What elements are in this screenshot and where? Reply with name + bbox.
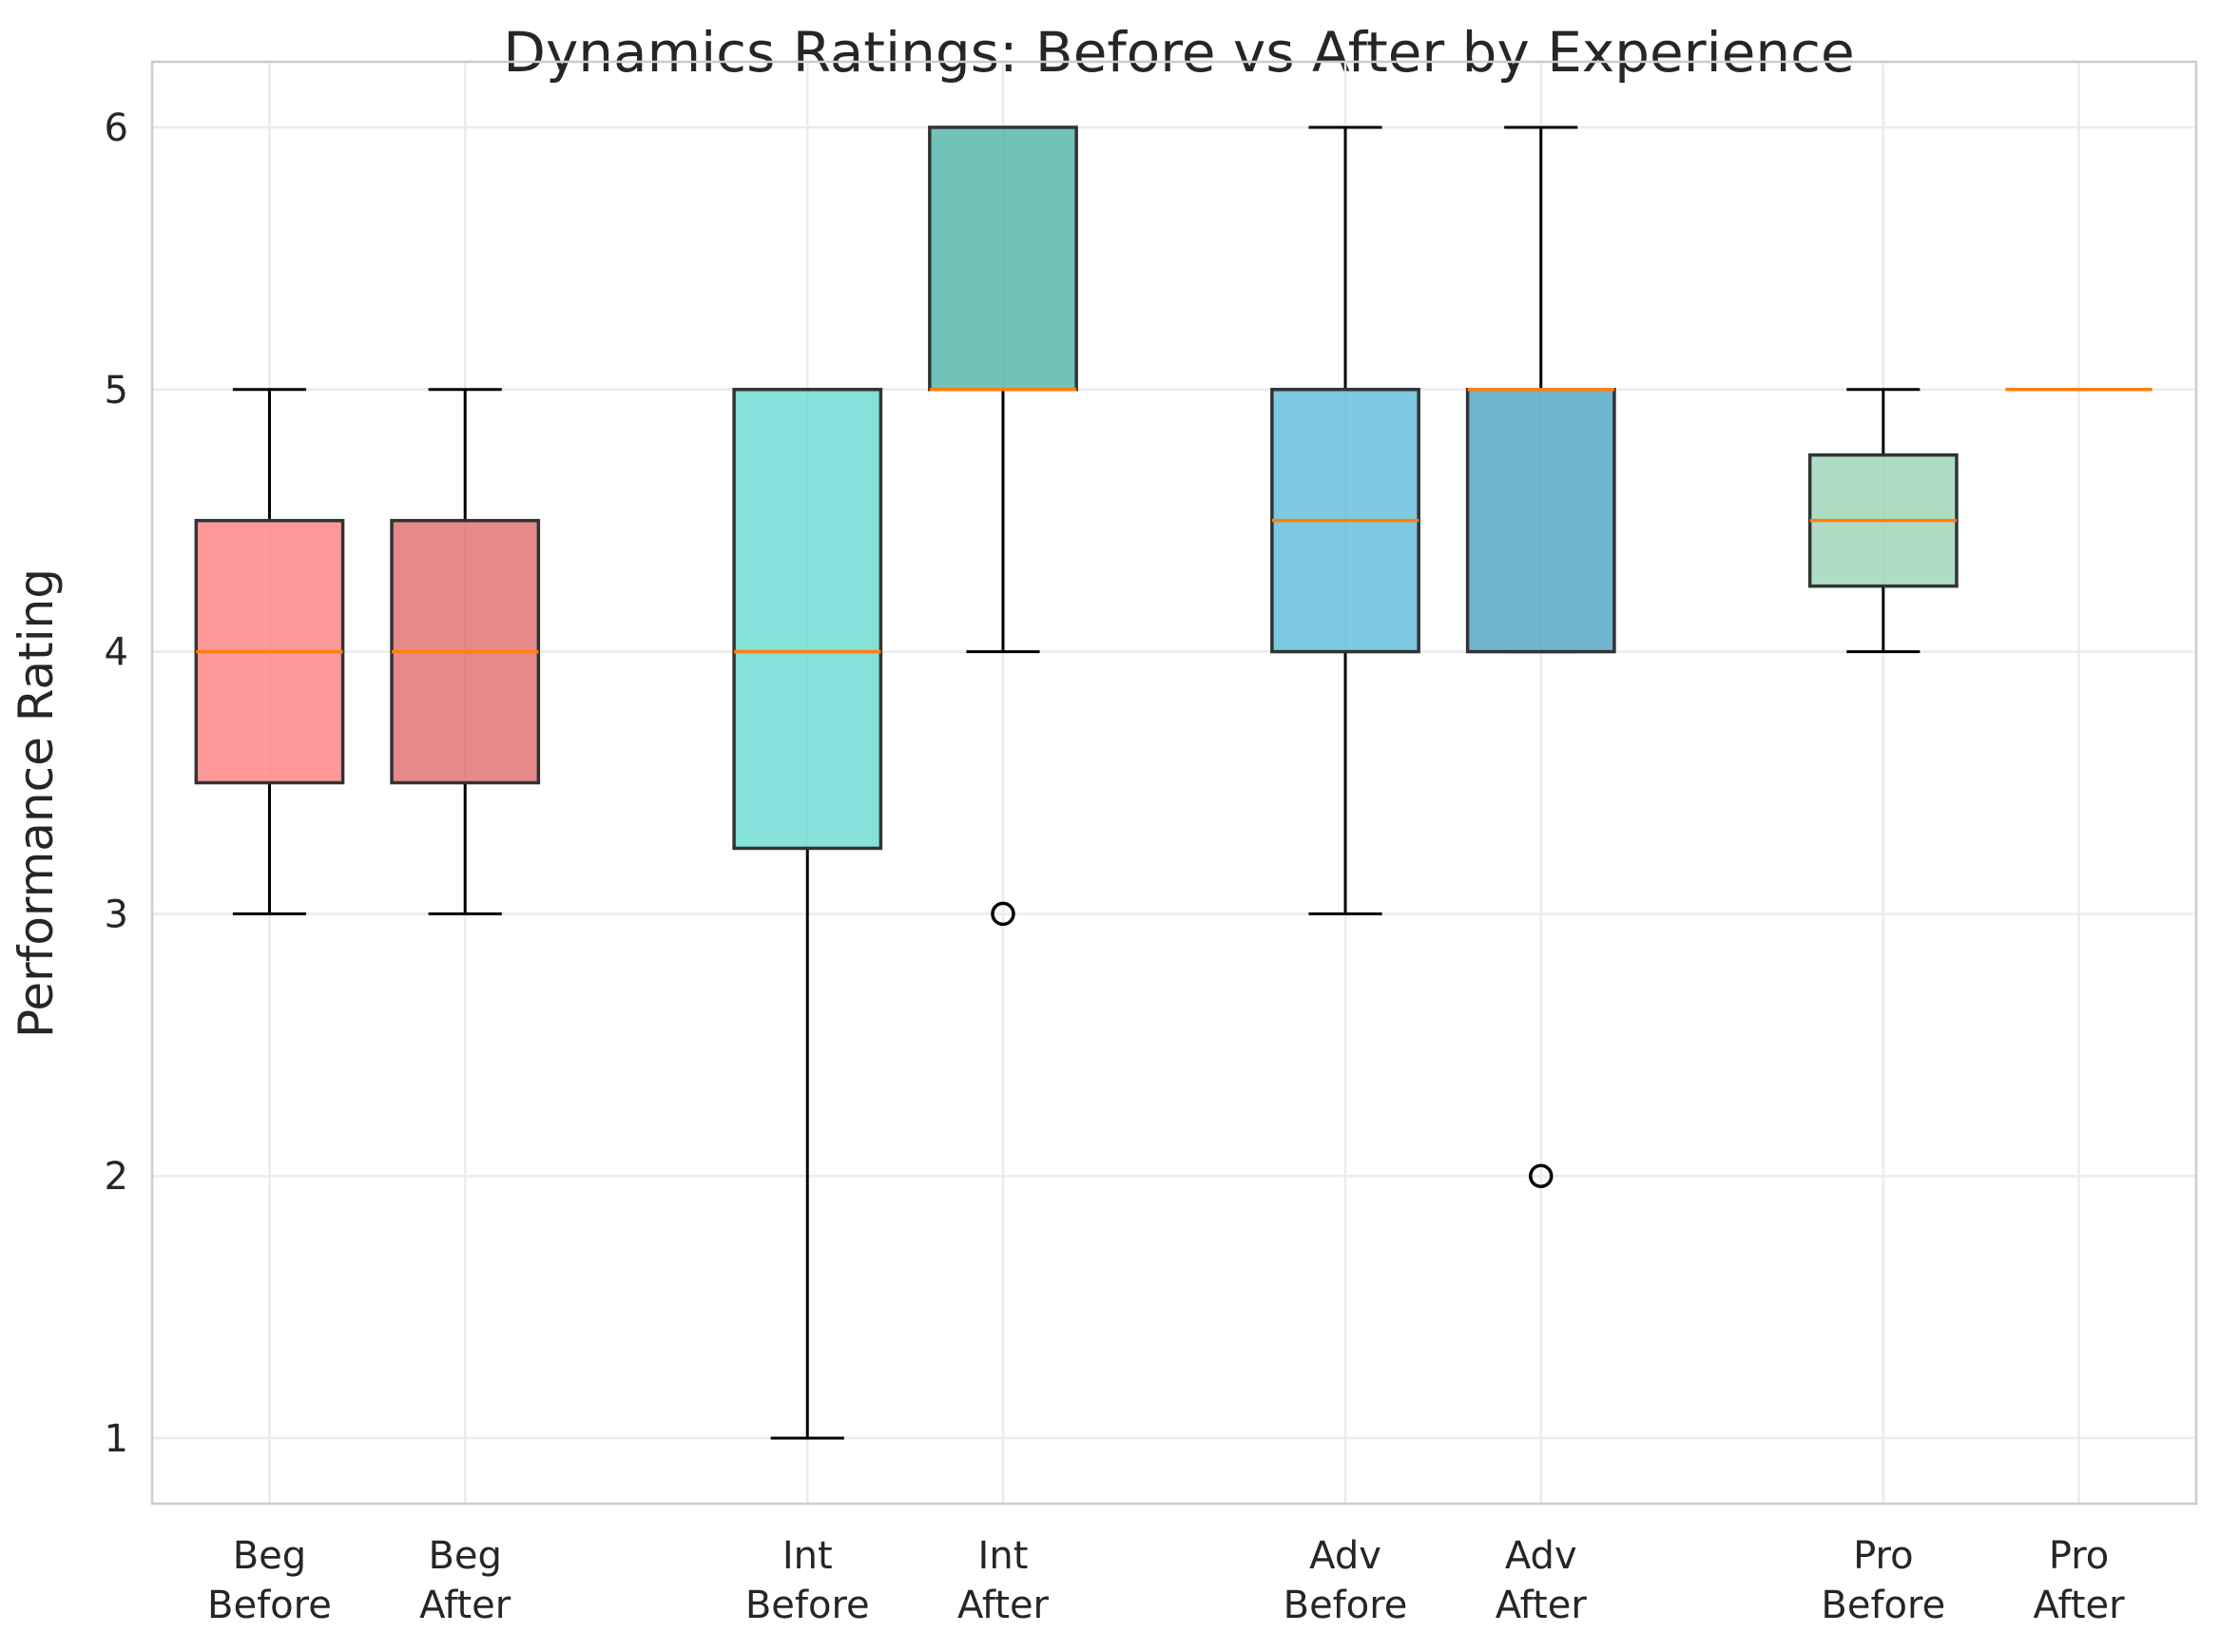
plot-frame [150, 60, 2198, 1506]
x-tick-label: Beg After [419, 1534, 512, 1627]
x-tick-label: Int After [957, 1534, 1050, 1627]
y-tick-label: 6 [105, 106, 128, 150]
x-tick-label: Adv Before [1284, 1534, 1408, 1627]
y-tick-label: 4 [105, 631, 128, 675]
x-tick-label-line: Int [782, 1534, 833, 1578]
box-group [928, 125, 1078, 927]
x-tick-label-line: Beg [233, 1534, 306, 1578]
box-group [194, 388, 345, 915]
outlier-point [991, 901, 1015, 927]
x-tick-label: Adv After [1496, 1534, 1588, 1627]
x-tick-label: Beg Before [207, 1534, 332, 1627]
box-series [194, 125, 2152, 1440]
y-tick-label: 5 [105, 369, 128, 413]
x-tick-label-line: Before [745, 1584, 870, 1627]
box-iqr [732, 388, 883, 851]
box-group [390, 388, 541, 915]
axes: 1 2 3 4 5 6 Beg Before Beg After Int Before Int After… [105, 60, 2198, 1627]
x-tick-label-line: Pro [2049, 1534, 2109, 1578]
x-tick-label-line: Before [1821, 1584, 1945, 1627]
chart-title: Dynamics Ratings: Before vs After by Exp… [503, 20, 1854, 85]
x-tick-label-line: Adv [1505, 1534, 1577, 1578]
x-tick-label-line: After [419, 1584, 512, 1627]
box-iqr [928, 125, 1078, 392]
x-tick-label-line: Beg [428, 1534, 501, 1578]
box-group [1807, 388, 1959, 654]
y-tick-label: 1 [105, 1417, 128, 1461]
x-tick-label-line: After [1496, 1584, 1588, 1627]
y-axis-label: Performance Rating [9, 568, 64, 1038]
x-tick-label: Pro After [2034, 1534, 2126, 1627]
x-tick-label: Int Before [745, 1534, 870, 1627]
x-tick-label-line: Int [978, 1534, 1029, 1578]
x-tick-label: Pro Before [1821, 1534, 1945, 1627]
box-iqr [1465, 388, 1616, 654]
x-tick-label-line: Before [207, 1584, 332, 1627]
x-tick-label-line: Pro [1853, 1534, 1913, 1578]
y-tick-label: 3 [105, 893, 128, 936]
x-tick-label-line: After [957, 1584, 1050, 1627]
y-tick-label: 2 [105, 1155, 128, 1199]
x-tick-label-line: Before [1284, 1584, 1408, 1627]
x-tick-label-line: Adv [1309, 1534, 1381, 1578]
box-group [732, 388, 883, 1440]
x-tick-label-line: After [2034, 1584, 2126, 1627]
outlier-point [1529, 1163, 1554, 1188]
box-group [1465, 125, 1616, 1188]
box-group [1270, 125, 1420, 915]
